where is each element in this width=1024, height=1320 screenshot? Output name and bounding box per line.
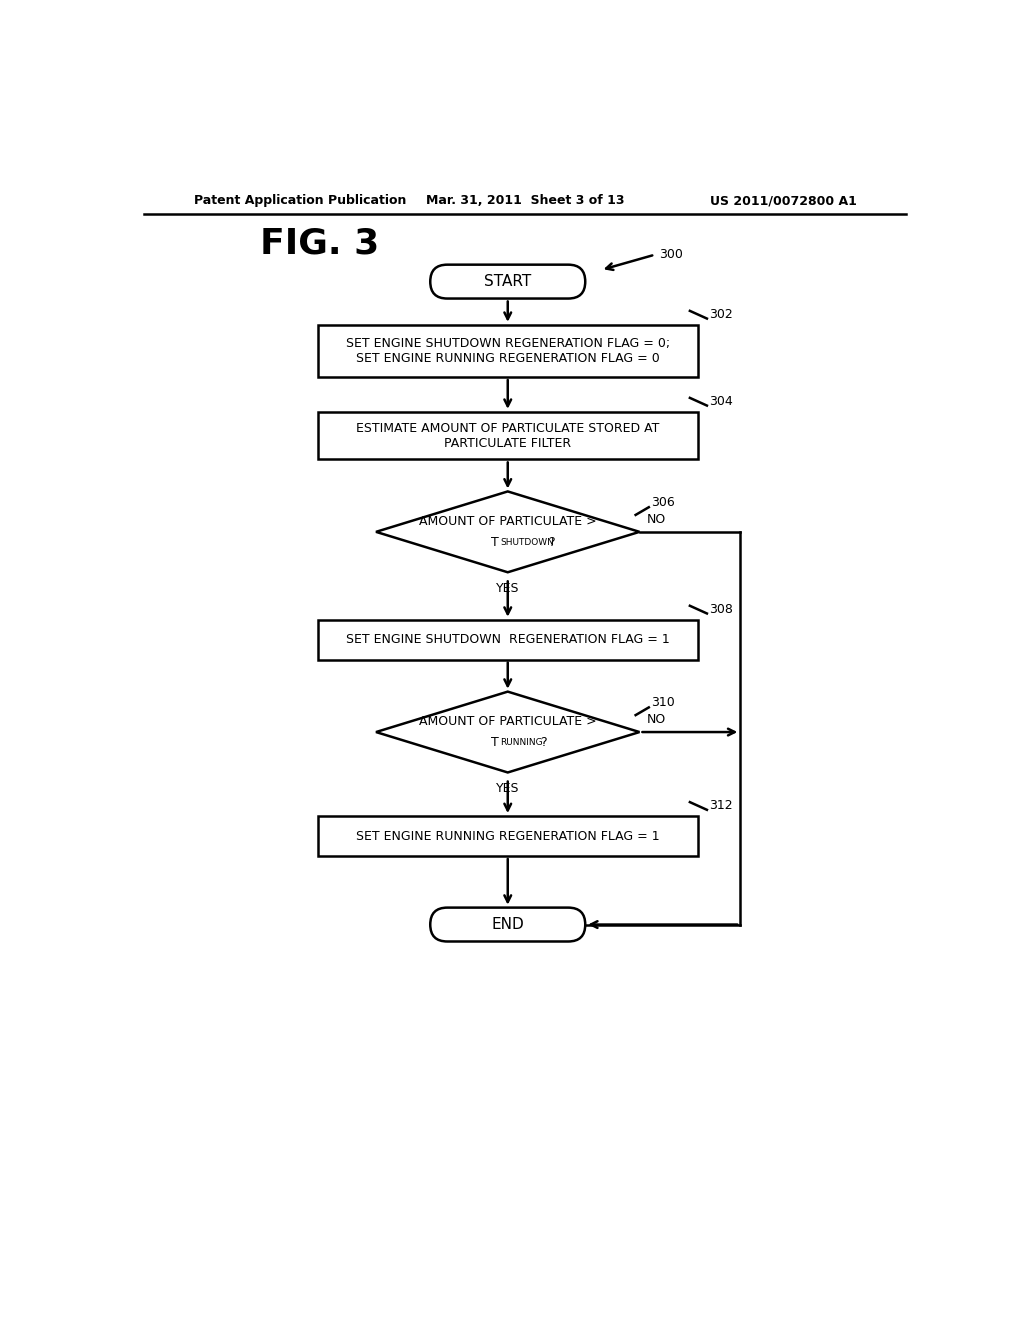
- Text: US 2011/0072800 A1: US 2011/0072800 A1: [710, 194, 856, 207]
- Text: 304: 304: [710, 395, 733, 408]
- Text: 302: 302: [710, 308, 733, 321]
- Text: ESTIMATE AMOUNT OF PARTICULATE STORED AT
PARTICULATE FILTER: ESTIMATE AMOUNT OF PARTICULATE STORED AT…: [356, 421, 659, 450]
- Text: AMOUNT OF PARTICULATE >: AMOUNT OF PARTICULATE >: [419, 515, 597, 528]
- Text: SET ENGINE SHUTDOWN REGENERATION FLAG = 0;
SET ENGINE RUNNING REGENERATION FLAG : SET ENGINE SHUTDOWN REGENERATION FLAG = …: [346, 337, 670, 364]
- Text: SHUTDOWN: SHUTDOWN: [500, 539, 554, 546]
- Text: YES: YES: [496, 781, 519, 795]
- Bar: [317, 412, 697, 459]
- Text: SET ENGINE SHUTDOWN  REGENERATION FLAG = 1: SET ENGINE SHUTDOWN REGENERATION FLAG = …: [346, 634, 670, 647]
- Text: NO: NO: [647, 512, 667, 525]
- Text: START: START: [484, 275, 531, 289]
- Bar: [317, 816, 697, 857]
- Text: 312: 312: [710, 799, 733, 812]
- Text: 308: 308: [710, 603, 733, 615]
- Text: END: END: [492, 917, 524, 932]
- Text: T: T: [490, 536, 499, 549]
- Text: ?: ?: [548, 536, 555, 549]
- Text: Mar. 31, 2011  Sheet 3 of 13: Mar. 31, 2011 Sheet 3 of 13: [426, 194, 624, 207]
- Text: T: T: [490, 737, 499, 750]
- Polygon shape: [376, 491, 640, 573]
- Text: RUNNING: RUNNING: [500, 738, 543, 747]
- Text: FIG. 3: FIG. 3: [260, 226, 379, 260]
- Text: SET ENGINE RUNNING REGENERATION FLAG = 1: SET ENGINE RUNNING REGENERATION FLAG = 1: [356, 829, 659, 842]
- Text: AMOUNT OF PARTICULATE >: AMOUNT OF PARTICULATE >: [419, 714, 597, 727]
- Text: NO: NO: [647, 713, 667, 726]
- Text: YES: YES: [496, 582, 519, 594]
- Text: 310: 310: [651, 696, 675, 709]
- Text: ?: ?: [541, 737, 547, 750]
- Bar: [317, 325, 697, 378]
- Text: Patent Application Publication: Patent Application Publication: [194, 194, 407, 207]
- Text: 300: 300: [658, 248, 683, 261]
- Polygon shape: [376, 692, 640, 772]
- FancyBboxPatch shape: [430, 264, 586, 298]
- FancyBboxPatch shape: [430, 908, 586, 941]
- Text: 306: 306: [651, 496, 675, 508]
- Bar: [317, 619, 697, 660]
